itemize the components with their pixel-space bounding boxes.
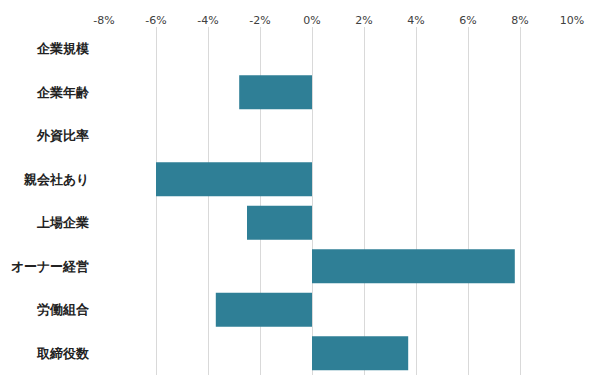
svg-text:取締役数: 取締役数: [36, 346, 90, 361]
svg-text:4%: 4%: [407, 14, 424, 27]
svg-text:-2%: -2%: [249, 14, 270, 27]
svg-text:10%: 10%: [560, 14, 584, 27]
svg-text:2%: 2%: [355, 14, 372, 27]
svg-text:-4%: -4%: [197, 14, 218, 27]
svg-text:外資比率: 外資比率: [36, 128, 89, 143]
svg-text:企業年齢: 企業年齢: [36, 85, 90, 100]
svg-text:上場企業: 上場企業: [36, 215, 89, 230]
svg-text:-8%: -8%: [93, 14, 114, 27]
svg-text:0%: 0%: [303, 14, 320, 27]
svg-text:-6%: -6%: [145, 14, 166, 27]
svg-text:8%: 8%: [511, 14, 528, 27]
svg-text:オーナー経営: オーナー経営: [11, 259, 89, 274]
svg-text:親会社あり: 親会社あり: [23, 172, 89, 187]
svg-text:労働組合: 労働組合: [37, 302, 89, 317]
svg-text:6%: 6%: [459, 14, 476, 27]
svg-text:企業規模: 企業規模: [36, 41, 89, 56]
